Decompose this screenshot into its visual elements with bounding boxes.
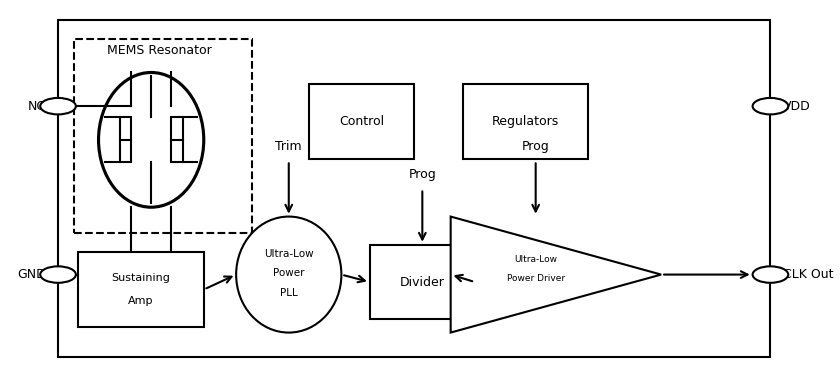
- Text: Prog: Prog: [522, 140, 549, 153]
- Bar: [463, 84, 588, 159]
- Bar: [58, 20, 770, 357]
- Circle shape: [40, 266, 76, 283]
- Text: Power Driver: Power Driver: [507, 274, 564, 283]
- Ellipse shape: [98, 72, 204, 207]
- Text: Divider: Divider: [400, 276, 444, 288]
- Text: CLK Out: CLK Out: [783, 268, 833, 281]
- Ellipse shape: [236, 216, 341, 333]
- Text: VDD: VDD: [783, 100, 811, 113]
- Text: Prog: Prog: [408, 168, 436, 181]
- Text: Sustaining: Sustaining: [112, 273, 171, 283]
- Bar: [78, 252, 204, 327]
- Bar: [74, 39, 252, 233]
- Text: Amp: Amp: [129, 296, 154, 306]
- Polygon shape: [451, 216, 661, 333]
- Text: Regulators: Regulators: [492, 115, 559, 128]
- Text: NC: NC: [28, 100, 46, 113]
- Text: PLL: PLL: [280, 288, 297, 298]
- Text: Ultra-Low: Ultra-Low: [264, 249, 313, 259]
- Text: GND: GND: [17, 268, 46, 281]
- Bar: [119, 117, 131, 162]
- Text: Trim: Trim: [276, 140, 302, 153]
- Text: MEMS Resonator: MEMS Resonator: [107, 43, 212, 57]
- Text: Control: Control: [339, 115, 384, 128]
- Bar: [370, 245, 475, 319]
- Circle shape: [753, 266, 788, 283]
- Text: Power: Power: [273, 268, 305, 278]
- Text: Ultra-Low: Ultra-Low: [514, 255, 557, 264]
- Bar: [309, 84, 414, 159]
- Circle shape: [753, 98, 788, 114]
- Circle shape: [40, 98, 76, 114]
- Bar: [171, 117, 183, 162]
